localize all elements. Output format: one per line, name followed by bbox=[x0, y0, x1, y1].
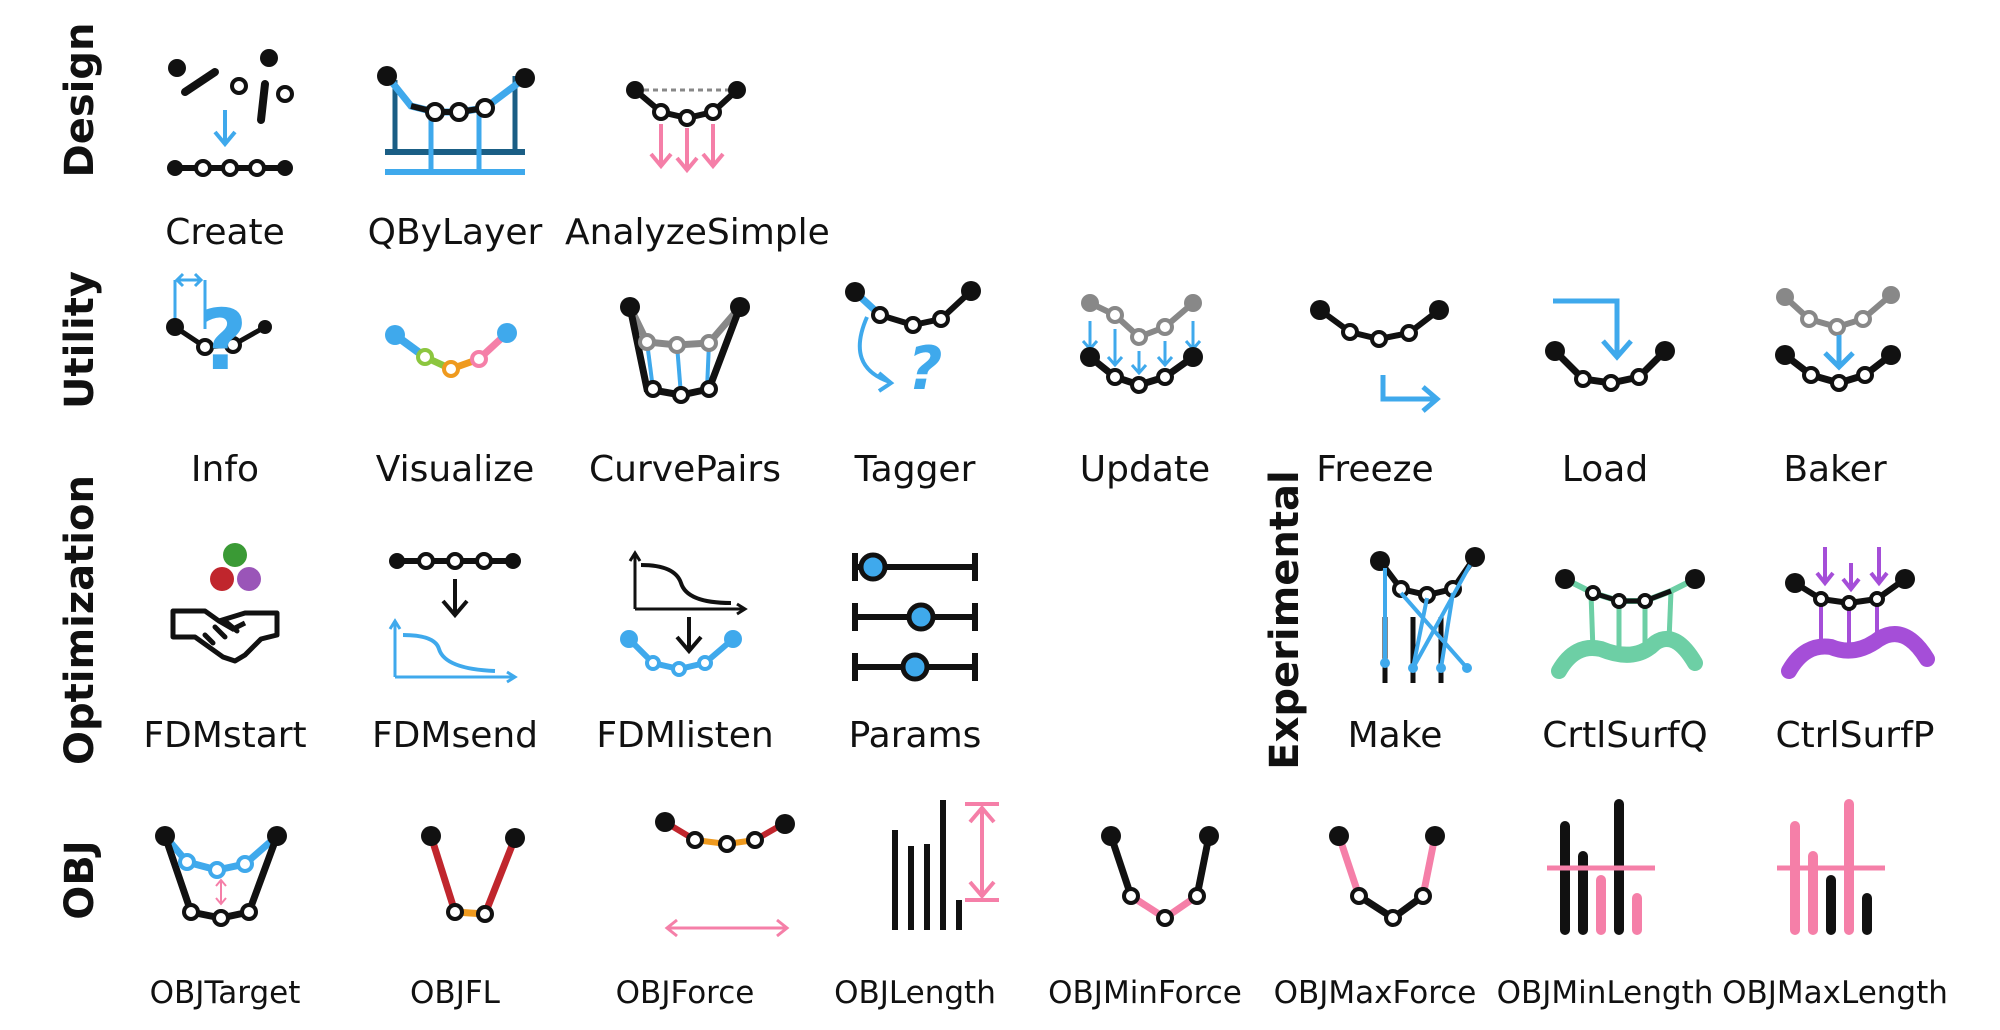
objfl-label: OBJFL bbox=[410, 975, 500, 1011]
fdmlisten-icon bbox=[620, 550, 748, 677]
fdmsend-label: FDMsend bbox=[371, 715, 539, 756]
component-fdmsend[interactable]: FDMsend bbox=[335, 543, 575, 773]
component-ctrlsurfp[interactable]: CtrlSurfP bbox=[1735, 543, 1975, 773]
component-info[interactable]: ? Info bbox=[105, 272, 345, 507]
component-params[interactable]: Params bbox=[795, 543, 1035, 773]
svg-text:?: ? bbox=[908, 334, 943, 404]
make-icon bbox=[1370, 547, 1485, 683]
params-label: Params bbox=[848, 715, 982, 756]
objminforce-icon bbox=[1101, 826, 1219, 927]
component-load[interactable]: Load bbox=[1485, 277, 1725, 507]
component-qbylayer[interactable]: QByLayer bbox=[335, 40, 575, 270]
component-fdmstart[interactable]: FDMstart bbox=[105, 543, 345, 773]
make-label: Make bbox=[1347, 715, 1443, 756]
objforce-label: OBJForce bbox=[615, 975, 755, 1011]
visualize-icon bbox=[385, 323, 517, 378]
component-baker[interactable]: Baker bbox=[1715, 277, 1955, 507]
component-curvepairs[interactable]: CurvePairs bbox=[565, 277, 805, 507]
objminlength-icon bbox=[1547, 799, 1655, 935]
info-label: Info bbox=[190, 449, 260, 490]
component-visualize[interactable]: Visualize bbox=[335, 277, 575, 507]
baker-label: Baker bbox=[1783, 449, 1887, 490]
component-objmaxforce[interactable]: OBJMaxForce bbox=[1255, 800, 1495, 1030]
component-objforce[interactable]: OBJForce bbox=[565, 800, 805, 1030]
component-tagger[interactable]: ? Tagger bbox=[795, 277, 1035, 507]
curvepairs-icon bbox=[620, 297, 750, 404]
crtlsurfq-label: CrtlSurfQ bbox=[1542, 715, 1708, 756]
crtlsurfq-icon bbox=[1551, 569, 1705, 679]
params-icon bbox=[852, 552, 978, 682]
visualize-label: Visualize bbox=[375, 449, 535, 490]
tagger-label: Tagger bbox=[854, 449, 976, 490]
category-utility: Utility bbox=[57, 271, 103, 409]
component-analyzesimple[interactable]: AnalyzeSimple bbox=[565, 40, 830, 270]
component-objmaxlength[interactable]: OBJMaxLength bbox=[1715, 799, 1955, 1030]
objminlength-label: OBJMinLength bbox=[1496, 975, 1714, 1011]
svg-text:?: ? bbox=[199, 291, 248, 389]
objmaxforce-label: OBJMaxForce bbox=[1273, 975, 1477, 1011]
ctrlsurfp-label: CtrlSurfP bbox=[1775, 715, 1935, 756]
objmaxforce-icon bbox=[1329, 826, 1445, 927]
fdmsend-icon bbox=[388, 552, 521, 684]
qbylayer-icon bbox=[377, 66, 535, 175]
objmaxlength-label: OBJMaxLength bbox=[1722, 975, 1948, 1011]
component-objminforce[interactable]: OBJMinForce bbox=[1025, 800, 1265, 1030]
component-objminlength[interactable]: OBJMinLength bbox=[1485, 799, 1725, 1030]
category-obj: OBJ bbox=[57, 840, 103, 920]
freeze-label: Freeze bbox=[1316, 449, 1434, 490]
component-objfl[interactable]: OBJFL bbox=[335, 800, 575, 1030]
fdmstart-label: FDMstart bbox=[143, 715, 307, 756]
component-make[interactable]: Make bbox=[1275, 543, 1515, 773]
objlength-icon bbox=[892, 800, 999, 930]
update-label: Update bbox=[1079, 449, 1211, 490]
freeze-icon bbox=[1310, 300, 1449, 413]
category-optimization: Optimization bbox=[57, 475, 103, 765]
analyzesimple-icon bbox=[626, 81, 746, 174]
fdmlisten-label: FDMlisten bbox=[596, 715, 774, 756]
baker-icon bbox=[1775, 286, 1901, 392]
component-update[interactable]: Update bbox=[1025, 277, 1265, 507]
analyzesimple-label: AnalyzeSimple bbox=[565, 212, 830, 253]
create-icon bbox=[167, 49, 294, 177]
component-freeze[interactable]: Freeze bbox=[1255, 277, 1495, 507]
objtarget-label: OBJTarget bbox=[149, 975, 301, 1011]
update-icon bbox=[1080, 294, 1203, 394]
objtarget-icon bbox=[155, 826, 287, 927]
create-label: Create bbox=[165, 212, 285, 253]
objminforce-label: OBJMinForce bbox=[1048, 975, 1242, 1011]
objforce-icon bbox=[655, 812, 795, 938]
objlength-label: OBJLength bbox=[834, 975, 996, 1011]
curvepairs-label: CurvePairs bbox=[589, 449, 781, 490]
objmaxlength-icon bbox=[1777, 799, 1885, 935]
component-fdmlisten[interactable]: FDMlisten bbox=[565, 543, 805, 773]
ctrlsurfp-icon bbox=[1781, 547, 1935, 679]
tagger-icon: ? bbox=[845, 281, 981, 404]
fdmstart-icon bbox=[170, 543, 280, 664]
info-icon: ? bbox=[166, 272, 272, 389]
component-objtarget[interactable]: OBJTarget bbox=[105, 800, 345, 1030]
load-label: Load bbox=[1561, 449, 1649, 490]
component-create[interactable]: Create bbox=[105, 40, 345, 270]
qbylayer-label: QByLayer bbox=[367, 212, 543, 253]
category-design: Design bbox=[57, 22, 103, 178]
component-objlength[interactable]: OBJLength bbox=[795, 800, 1035, 1030]
load-icon bbox=[1545, 298, 1675, 392]
component-crtlsurfq[interactable]: CrtlSurfQ bbox=[1505, 543, 1745, 773]
objfl-icon bbox=[421, 826, 525, 923]
